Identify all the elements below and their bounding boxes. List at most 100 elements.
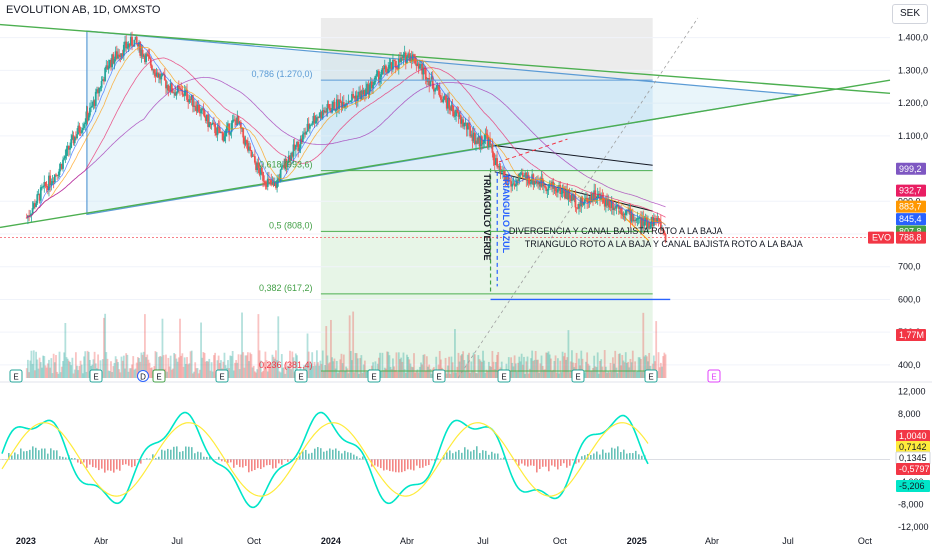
candle-body [315,121,317,123]
osc-bar [386,459,388,469]
osc-bar [623,450,625,460]
earnings-marker[interactable]: E [10,370,22,382]
time-tick-label: Jul [477,536,489,546]
osc-tick-label: 12,000 [898,387,926,397]
osc-bar [269,459,271,465]
candle-body [88,115,90,120]
earnings-marker[interactable]: E [368,370,380,382]
osc-bar [32,446,34,459]
osc-tag-label: 0,7142 [899,442,927,452]
osc-bar [170,450,172,460]
osc-bar [305,450,307,459]
osc-bar [41,449,43,460]
osc-bar [47,454,49,460]
candle-body [91,106,93,107]
currency-selector[interactable]: SEK [892,4,928,24]
candle-body [620,208,622,213]
candle-body [520,173,522,174]
time-tick-label: 2024 [321,536,341,546]
candle-body [456,110,458,113]
earnings-marker[interactable]: E [572,370,584,382]
osc-bar [176,446,178,459]
price-tick-label: 1.400,0 [898,33,928,43]
osc-bar [467,450,469,460]
candle-body [440,96,442,99]
candle-body [654,218,656,220]
osc-bar [35,448,37,460]
osc-bar [236,459,238,464]
chart-title: EVOLUTION AB, 1D, OMXSTO [6,4,160,16]
volume-bar [665,354,667,378]
osc-bar [518,459,520,465]
osc-bar [530,459,532,465]
osc-bar [83,459,85,462]
osc-bar [566,459,568,467]
osc-bar [281,459,283,464]
marker-label: E [501,373,506,382]
volume-bar [352,312,354,378]
candle-body [98,88,100,94]
candle-body [151,65,153,69]
candle-body [309,125,311,128]
earnings-marker[interactable]: E [153,370,165,382]
osc-bar [500,458,502,459]
candle-body [442,99,444,102]
candle-body [530,182,532,184]
candle-body [434,89,436,91]
candle-body [145,54,147,62]
annotation-divergencia: DIVERGENCIA Y CANAL BAJISTA ROTO A LA BA… [509,226,723,236]
osc-bar [572,459,574,460]
osc-bar [188,447,190,460]
osc-bar [230,459,232,462]
osc-bar [284,459,286,460]
osc-bar [323,452,325,460]
candle-body [32,208,34,214]
candle-body [136,37,138,44]
osc-bar [131,459,133,467]
candle-body [221,132,223,133]
osc-bar [53,450,55,459]
osc-bar [479,453,481,459]
candle-body [213,123,215,124]
marker-label: E [711,373,716,382]
osc-bar [539,459,541,469]
osc-bar [497,454,499,460]
candle-body [380,74,382,77]
osc-bar [155,458,157,459]
earnings-marker[interactable]: E [498,370,510,382]
candle-body [84,123,86,124]
earnings-marker[interactable]: E [433,370,445,382]
osc-bar [95,459,97,467]
osc-bar [431,459,433,460]
earnings-marker[interactable]: E [90,370,102,382]
osc-bar [536,459,538,472]
osc-bar [71,458,73,459]
earnings-marker[interactable]: E [295,370,307,382]
candle-body [149,56,151,58]
osc-bar [596,452,598,460]
time-tick-label: 2025 [627,536,647,546]
osc-bar [104,459,106,472]
candle-body [118,55,120,57]
osc-bar [578,459,580,462]
candle-body [583,203,585,205]
osc-bar [362,456,364,459]
candle-body [632,214,634,221]
candle-body [204,110,206,116]
candle-body [54,175,56,183]
candle-body [101,81,103,88]
earnings-marker[interactable]: E [216,370,228,382]
osc-bar [554,459,556,466]
candle-body [269,179,271,180]
osc-bar [134,459,136,466]
time-tick-label: Oct [858,536,873,546]
volume-bar [655,321,657,378]
earnings-marker[interactable]: E [645,370,657,382]
osc-bar [482,450,484,459]
osc-bar [11,456,13,460]
osc-bar [260,459,262,469]
osc-bar [38,450,40,459]
dividend-marker[interactable]: D [138,371,149,382]
